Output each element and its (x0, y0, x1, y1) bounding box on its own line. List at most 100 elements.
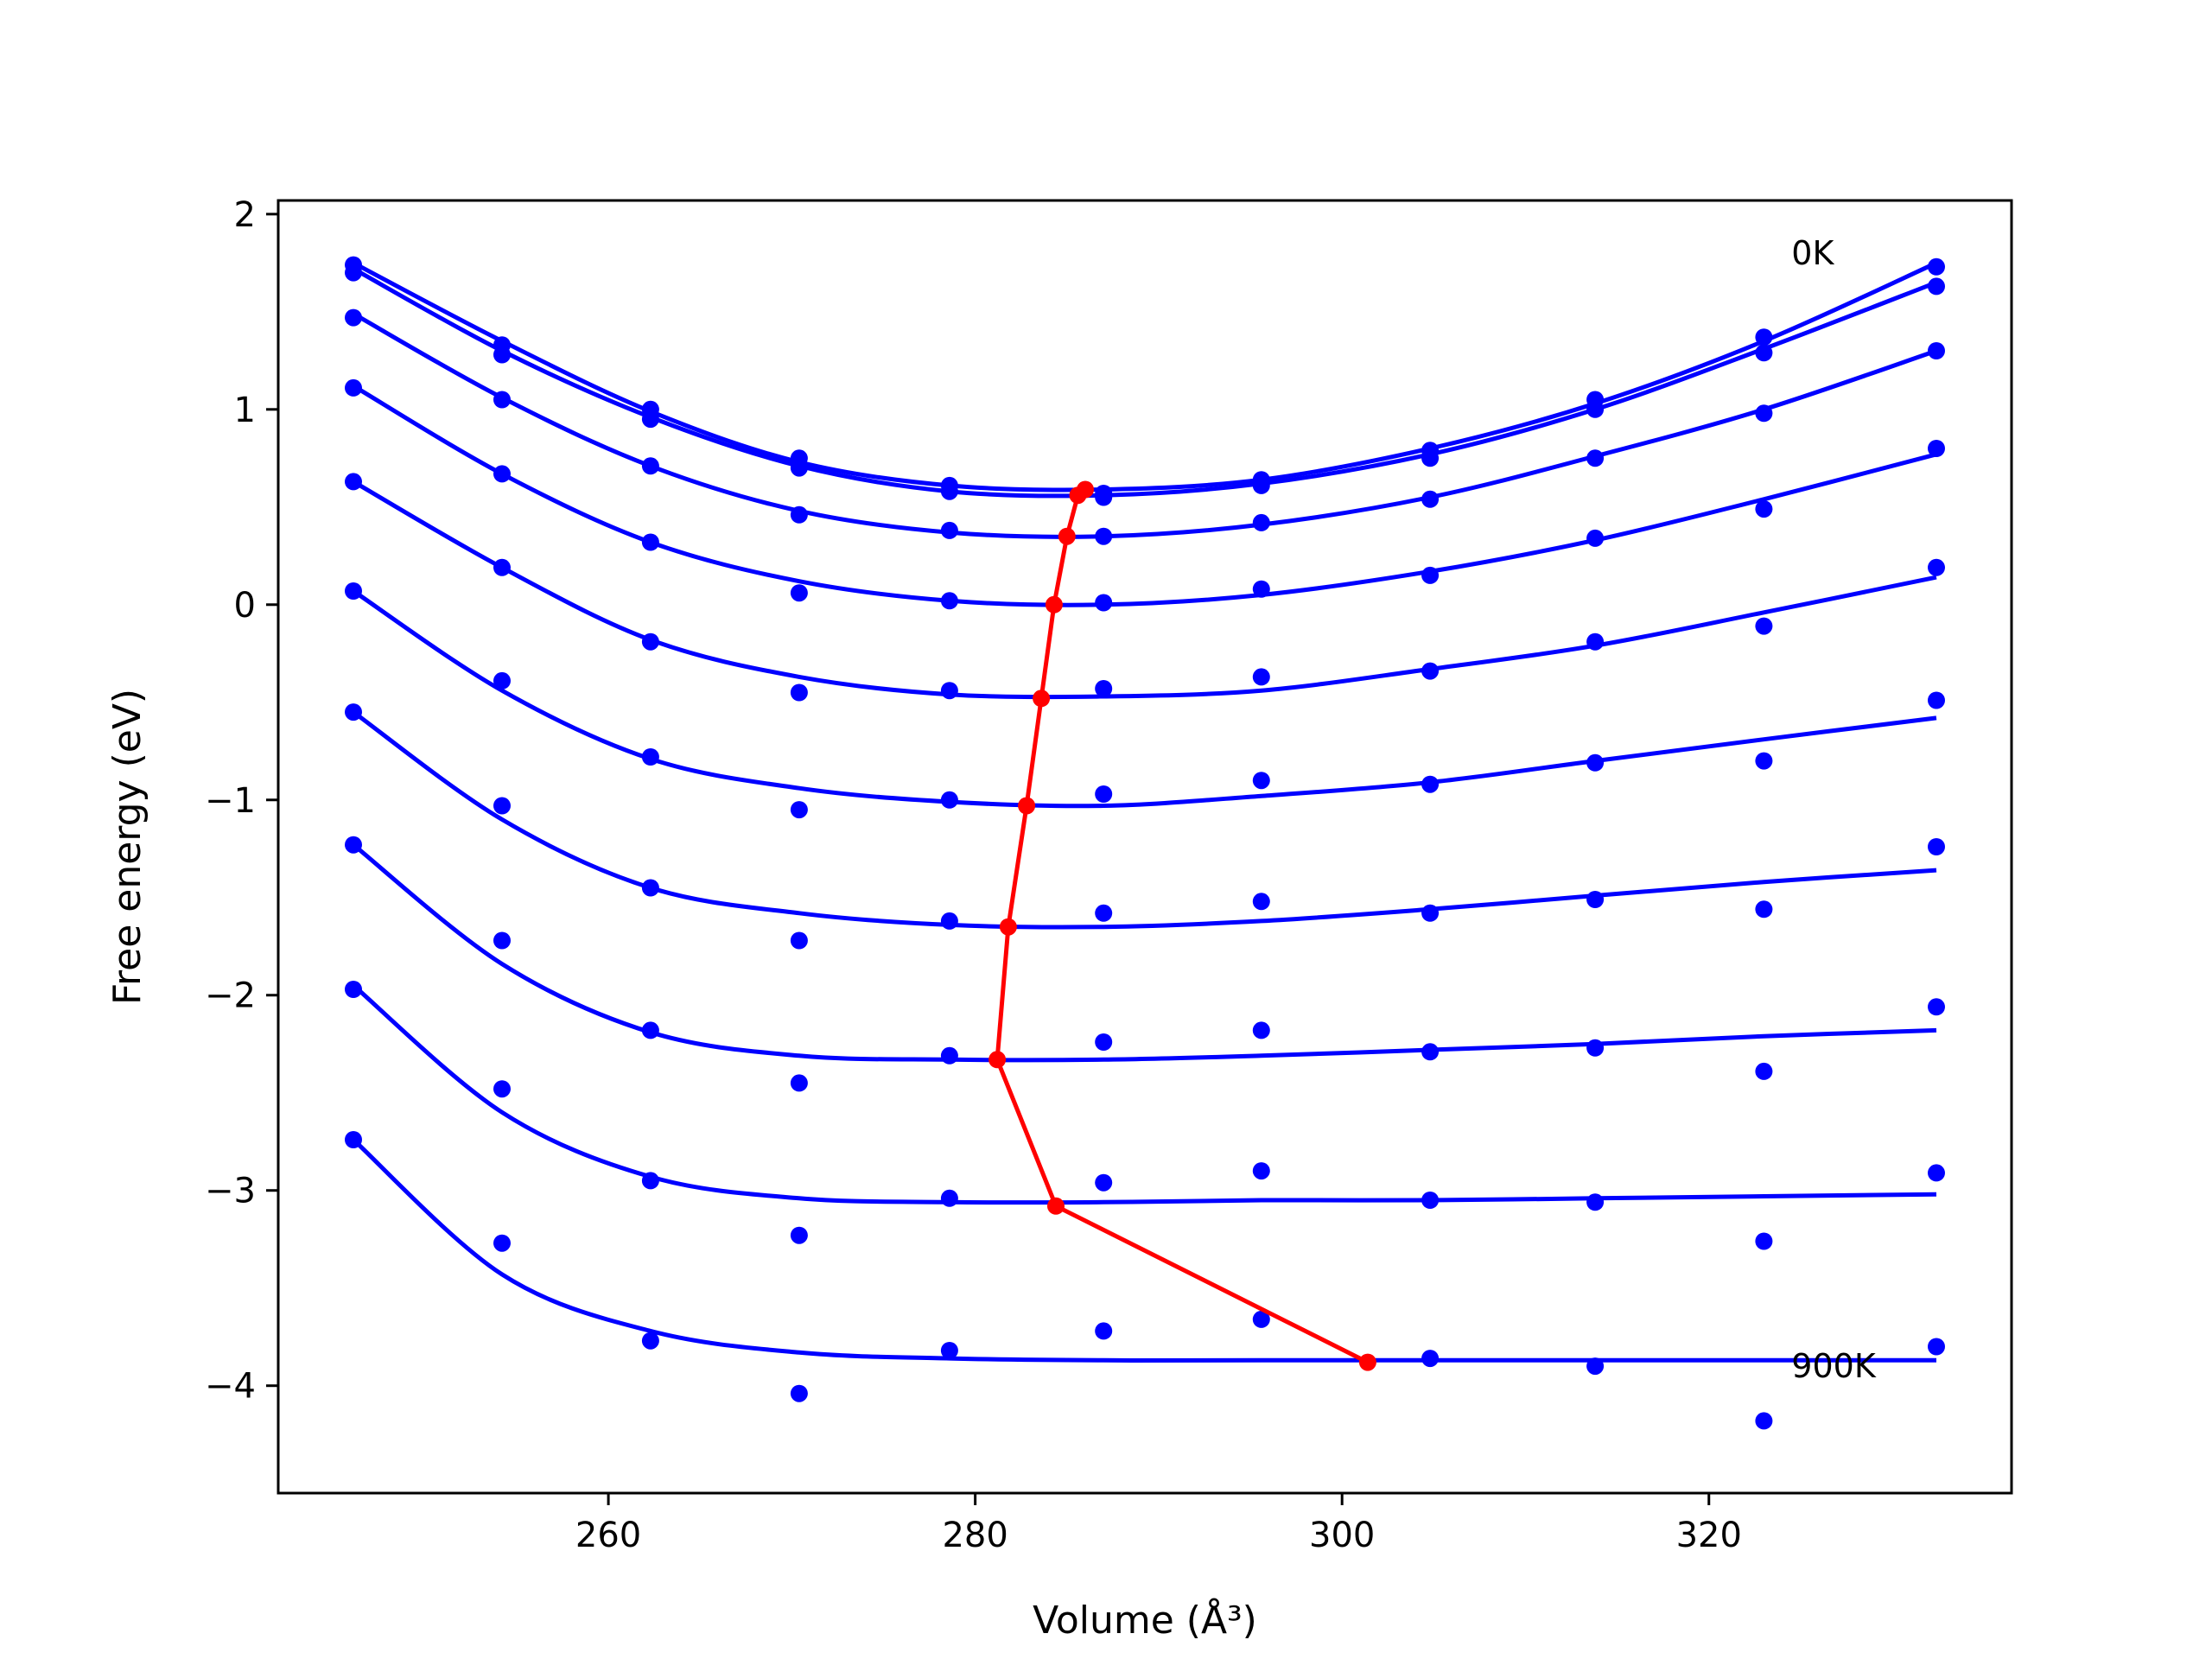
data-point-1-8 (1586, 400, 1605, 418)
fit-curve-5 (352, 588, 1937, 809)
data-point-8-1 (493, 1080, 511, 1098)
data-point-5-8 (1586, 753, 1605, 772)
data-point-8-0 (345, 981, 362, 998)
minima-point-6 (999, 918, 1017, 936)
data-point-7-5 (1095, 1033, 1113, 1051)
y-tick-label-2: 0 (234, 586, 256, 626)
data-point-4-6 (1252, 668, 1270, 686)
fit-curve-0 (352, 261, 1938, 493)
fit-curve-7 (352, 842, 1937, 1063)
data-point-2-7 (1421, 490, 1440, 508)
data-point-8-3 (790, 1226, 808, 1244)
data-point-2-8 (1586, 449, 1605, 467)
data-point-5-5 (1095, 785, 1113, 803)
x-axis-ticks: 260 280 300 320 (575, 1493, 1742, 1555)
data-point-0-10 (1928, 257, 1945, 276)
minima-point-4 (1033, 690, 1051, 708)
data-point-4-0 (345, 473, 362, 491)
data-point-7-0 (345, 836, 362, 854)
minima-line (995, 487, 1370, 1364)
data-point-1-10 (1928, 277, 1945, 296)
x-tick-label-3: 320 (1676, 1516, 1742, 1555)
data-point-6-10 (1928, 838, 1945, 855)
data-point-6-4 (940, 912, 958, 930)
x-axis-label: Volume (Å³) (1033, 1597, 1257, 1643)
data-point-7-9 (1755, 1062, 1773, 1080)
data-point-8-4 (940, 1189, 958, 1207)
annotation-900k: 900K (1791, 1347, 1877, 1385)
data-point-9-4 (940, 1342, 958, 1359)
data-point-3-0 (345, 378, 362, 397)
data-point-7-6 (1252, 1021, 1270, 1039)
data-point-6-1 (493, 797, 511, 815)
data-point-4-2 (641, 632, 659, 651)
data-point-8-9 (1755, 1232, 1773, 1250)
data-point-6-9 (1755, 900, 1773, 918)
data-point-7-1 (493, 931, 511, 950)
data-point-5-7 (1421, 775, 1440, 793)
data-point-9-2 (641, 1332, 659, 1350)
data-point-4-10 (1928, 558, 1945, 576)
data-point-6-8 (1586, 891, 1605, 908)
data-point-2-4 (940, 521, 958, 539)
minima-path (988, 480, 1376, 1371)
data-point-6-5 (1095, 904, 1113, 922)
data-point-1-9 (1755, 344, 1773, 362)
data-point-2-10 (1928, 342, 1945, 359)
y-axis-ticks: 2 1 0 −1 −2 −3 −4 (205, 195, 278, 1407)
data-point-6-2 (641, 879, 659, 897)
data-point-6-7 (1421, 904, 1440, 922)
data-point-9-0 (345, 1131, 362, 1148)
data-point-5-1 (493, 671, 511, 690)
data-point-7-8 (1586, 1039, 1605, 1057)
x-tick-label-1: 280 (942, 1516, 1007, 1555)
data-point-4-5 (1095, 680, 1113, 697)
data-point-5-2 (641, 748, 659, 766)
minima-point-8 (1047, 1197, 1065, 1215)
data-point-3-3 (790, 584, 808, 602)
data-point-8-7 (1421, 1192, 1440, 1209)
data-point-9-8 (1586, 1357, 1605, 1376)
data-point-1-0 (345, 264, 362, 282)
data-point-1-6 (1252, 476, 1270, 494)
data-point-3-4 (940, 592, 958, 610)
data-point-6-6 (1252, 893, 1270, 911)
data-point-7-4 (940, 1046, 958, 1065)
y-tick-label-4: −2 (205, 976, 256, 1016)
data-point-4-7 (1421, 662, 1440, 680)
data-point-5-4 (940, 791, 958, 809)
data-point-1-4 (940, 482, 958, 500)
data-point-2-3 (790, 505, 808, 524)
data-point-1-1 (493, 346, 511, 364)
data-point-9-1 (493, 1234, 511, 1252)
data-point-7-3 (790, 1074, 808, 1092)
minima-point-5 (1018, 797, 1036, 815)
data-point-2-0 (345, 308, 362, 327)
data-point-4-4 (940, 682, 958, 700)
data-point-9-9 (1755, 1412, 1773, 1430)
data-point-2-9 (1755, 404, 1773, 423)
data-point-9-7 (1421, 1350, 1440, 1368)
data-point-1-3 (790, 459, 808, 477)
minima-point-2 (1058, 527, 1076, 545)
data-point-3-1 (493, 465, 511, 483)
data-point-7-2 (641, 1021, 659, 1039)
data-point-9-6 (1252, 1310, 1270, 1328)
plot-frame (276, 199, 2013, 1495)
data-point-1-2 (641, 410, 659, 429)
x-tick-label-2: 300 (1309, 1516, 1375, 1555)
data-point-2-1 (493, 391, 511, 409)
data-point-4-3 (790, 683, 808, 702)
data-point-3-8 (1586, 529, 1605, 547)
y-axis-label: Free energy (eV) (105, 689, 149, 1005)
data-point-9-5 (1095, 1322, 1113, 1340)
data-point-7-10 (1928, 998, 1945, 1016)
data-point-5-9 (1755, 752, 1773, 770)
data-point-0-9 (1755, 328, 1773, 346)
data-point-5-0 (345, 582, 362, 600)
data-point-2-5 (1095, 527, 1113, 545)
data-point-4-8 (1586, 632, 1605, 651)
y-tick-label-5: −3 (205, 1172, 256, 1211)
data-point-3-10 (1928, 440, 1945, 457)
